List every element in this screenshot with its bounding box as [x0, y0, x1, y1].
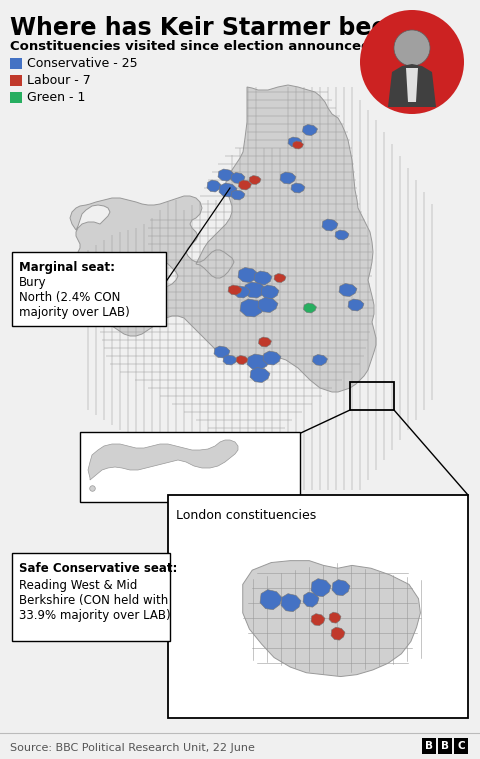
- Bar: [10, 58, 22, 69]
- Polygon shape: [88, 440, 238, 480]
- Polygon shape: [243, 561, 420, 676]
- Polygon shape: [207, 180, 221, 192]
- Polygon shape: [249, 175, 261, 184]
- Polygon shape: [258, 298, 278, 313]
- Text: Marginal seat:: Marginal seat:: [19, 261, 115, 274]
- Polygon shape: [214, 346, 230, 358]
- Bar: [10, 92, 22, 103]
- Polygon shape: [259, 337, 272, 347]
- Polygon shape: [311, 613, 325, 625]
- Bar: [80, 432, 300, 502]
- Polygon shape: [388, 64, 436, 107]
- Polygon shape: [348, 299, 364, 311]
- Polygon shape: [234, 286, 250, 298]
- Text: Conservative - 25: Conservative - 25: [27, 57, 138, 70]
- Bar: [422, 738, 436, 754]
- Polygon shape: [231, 172, 245, 184]
- Text: London constituencies: London constituencies: [176, 509, 316, 522]
- Polygon shape: [329, 613, 341, 623]
- Polygon shape: [288, 137, 302, 147]
- Polygon shape: [406, 68, 418, 102]
- Text: Safe Conservative seat:: Safe Conservative seat:: [19, 562, 178, 575]
- Polygon shape: [231, 190, 245, 200]
- Text: Constituencies visited since election announced: 33: Constituencies visited since election an…: [10, 40, 399, 53]
- Bar: [438, 738, 452, 754]
- Text: C: C: [457, 741, 465, 751]
- Polygon shape: [312, 354, 327, 366]
- Text: B: B: [425, 741, 433, 751]
- Polygon shape: [322, 219, 338, 231]
- Bar: [10, 75, 22, 86]
- Polygon shape: [281, 594, 301, 612]
- Polygon shape: [228, 285, 242, 295]
- Polygon shape: [331, 627, 345, 640]
- Text: B: B: [441, 741, 449, 751]
- Bar: [454, 738, 468, 754]
- Polygon shape: [218, 169, 234, 181]
- Polygon shape: [280, 172, 296, 184]
- Polygon shape: [335, 230, 349, 240]
- Polygon shape: [292, 141, 303, 149]
- Bar: [350, 382, 394, 410]
- Polygon shape: [244, 282, 266, 298]
- Polygon shape: [260, 590, 282, 609]
- Text: Reading West & Mid
Berkshire (CON held with
33.9% majority over LAB): Reading West & Mid Berkshire (CON held w…: [19, 579, 170, 622]
- Text: Where has Keir Starmer been?: Where has Keir Starmer been?: [10, 16, 418, 40]
- Polygon shape: [70, 85, 376, 392]
- Polygon shape: [239, 180, 252, 190]
- Polygon shape: [250, 367, 270, 383]
- Text: Bury
North (2.4% CON
majority over LAB): Bury North (2.4% CON majority over LAB): [19, 276, 130, 319]
- Polygon shape: [240, 299, 264, 317]
- Polygon shape: [236, 355, 248, 364]
- Polygon shape: [332, 580, 350, 596]
- Polygon shape: [238, 267, 258, 282]
- Polygon shape: [263, 351, 281, 365]
- Bar: [12, 252, 166, 326]
- Bar: [168, 495, 468, 718]
- Polygon shape: [254, 271, 272, 285]
- Circle shape: [394, 30, 430, 66]
- Bar: [12, 553, 170, 641]
- Polygon shape: [219, 183, 237, 197]
- Polygon shape: [303, 303, 316, 313]
- Text: Source: BBC Political Research Unit, 22 June: Source: BBC Political Research Unit, 22 …: [10, 743, 255, 753]
- Polygon shape: [247, 354, 269, 370]
- Polygon shape: [261, 285, 279, 299]
- Text: Green - 1: Green - 1: [27, 91, 85, 104]
- Polygon shape: [223, 355, 237, 365]
- Polygon shape: [311, 578, 331, 597]
- Polygon shape: [274, 273, 286, 282]
- Circle shape: [360, 10, 464, 114]
- Polygon shape: [302, 124, 317, 136]
- Text: Labour - 7: Labour - 7: [27, 74, 91, 87]
- Polygon shape: [339, 284, 357, 297]
- Polygon shape: [303, 592, 319, 607]
- Polygon shape: [291, 183, 305, 193]
